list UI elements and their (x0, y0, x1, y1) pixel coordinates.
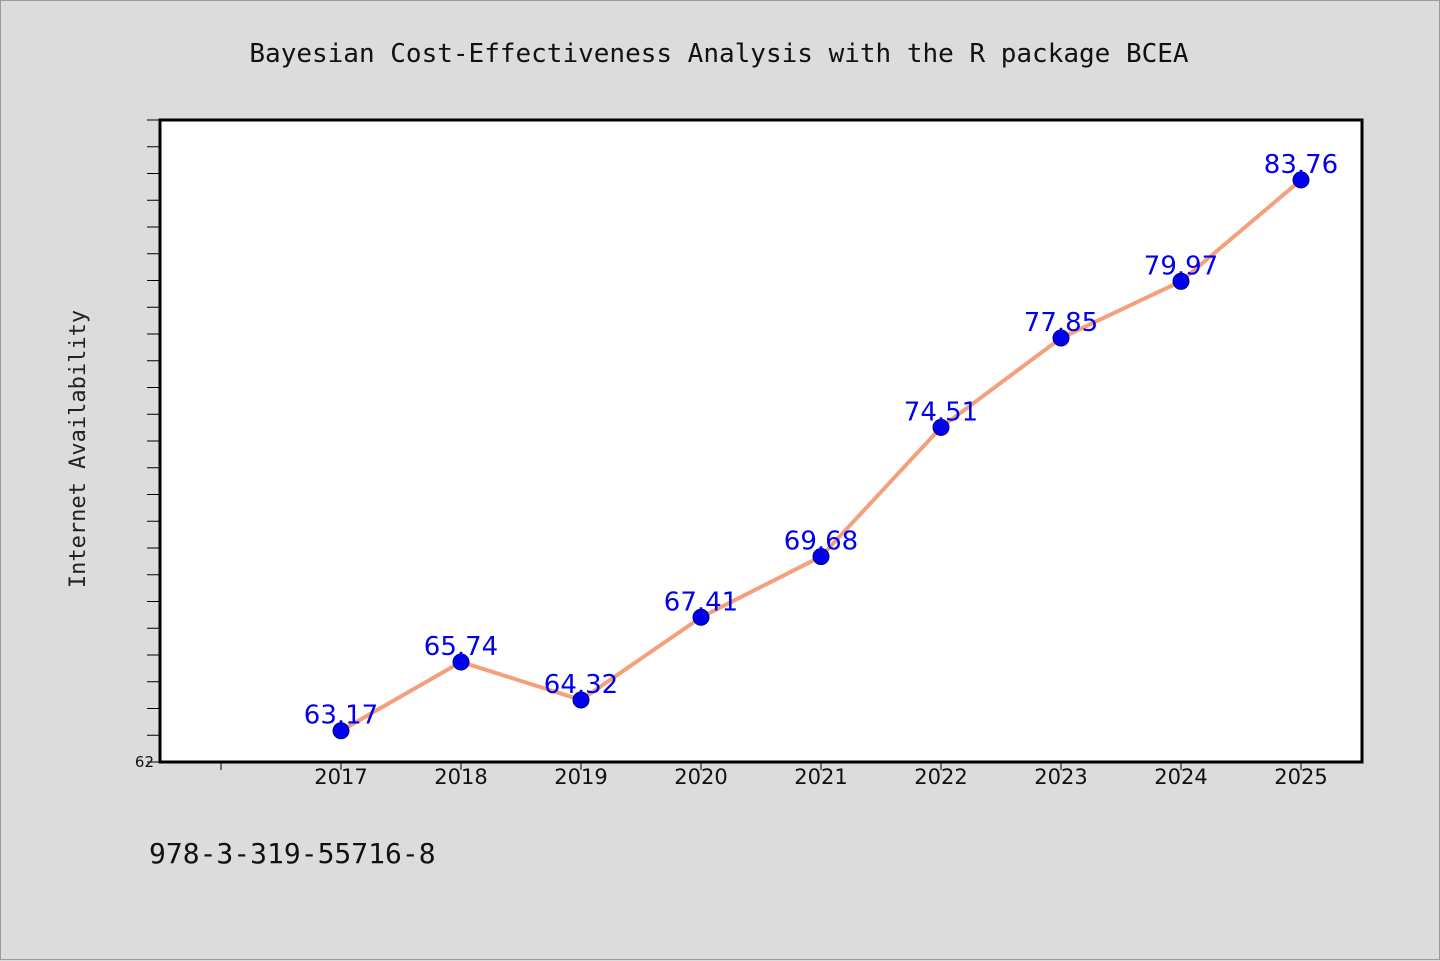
data-point (932, 418, 950, 436)
x-tick-label: 2023 (1034, 765, 1087, 789)
footer-isbn: 978-3-319-55716-8 (149, 837, 436, 870)
x-tick-label: 2021 (794, 765, 847, 789)
data-label: 74.51 (904, 397, 978, 427)
data-label: 63.17 (304, 701, 378, 731)
data-label: 64.32 (544, 670, 618, 700)
x-tick-label: 2020 (674, 765, 727, 789)
data-point (452, 653, 470, 671)
data-label: 69.68 (784, 527, 858, 557)
data-point (692, 608, 710, 626)
x-tick-label: 2024 (1154, 765, 1207, 789)
data-point (1292, 171, 1310, 189)
x-tick-label: 2025 (1274, 765, 1327, 789)
data-labels: 63.17 65.74 64.32 67.41 69.68 74.51 77.85 79.97… (304, 150, 1338, 731)
data-label: 83.76 (1264, 150, 1338, 180)
data-label: 65.74 (424, 632, 498, 662)
y-axis-label: Internet Availability (66, 310, 91, 588)
data-point (572, 691, 590, 709)
y-tick-label: 62 (135, 753, 154, 771)
data-label: 79.97 (1144, 251, 1218, 281)
x-tick-label: 2019 (554, 765, 607, 789)
data-point (1052, 329, 1070, 347)
data-point (1172, 272, 1190, 290)
data-point (332, 722, 350, 740)
plot-area (158, 118, 1364, 764)
data-label: 67.41 (664, 587, 738, 617)
y-axis-ticks: 62 (135, 119, 160, 771)
x-tick-label: 2022 (914, 765, 967, 789)
x-axis-ticks: 2017 2018 2019 2020 2021 2022 2023 2024 2025 (220, 762, 1328, 789)
data-label: 77.85 (1024, 308, 1098, 338)
x-tick-label: 2017 (314, 765, 367, 789)
data-point (812, 548, 830, 566)
chart-title: Bayesian Cost-Effectiveness Analysis wit… (249, 39, 1189, 69)
x-tick-label: 2018 (434, 765, 487, 789)
data-markers (332, 171, 1310, 740)
